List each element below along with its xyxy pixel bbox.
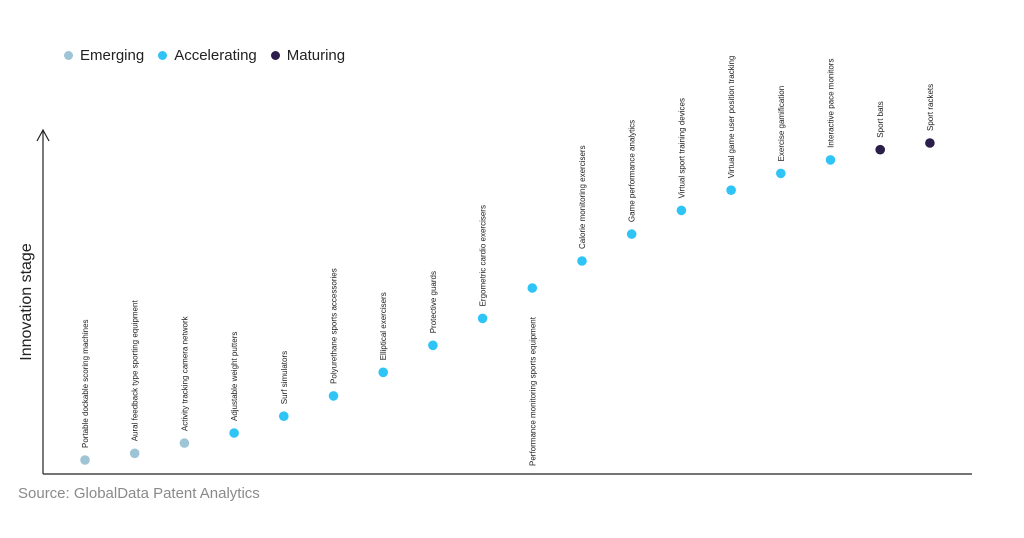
data-point-label-7: Elliptical exercisers [379, 292, 388, 360]
data-point-6 [328, 391, 339, 401]
data-point-9 [477, 313, 488, 324]
legend-item-maturing: Maturing [270, 47, 346, 64]
data-point-3 [179, 438, 190, 448]
data-point-label-16: Interactive pace monitors [827, 59, 836, 148]
data-point-11 [577, 256, 587, 266]
data-point-label-5: Surf simulators [280, 351, 289, 404]
data-point-label-15: Exercise gamification [777, 86, 786, 162]
data-point-label-2: Aural feedback type sporting equipment [131, 300, 140, 442]
data-point-label-9: Ergometric cardio exercisers [479, 205, 488, 306]
data-point-label-11: Calorie monitoring exercisers [578, 145, 587, 249]
data-point-label-12: Game performance analytics [628, 120, 637, 222]
data-point-16 [825, 155, 836, 165]
data-point-1 [80, 455, 90, 465]
data-point-label-17: Sport bats [876, 101, 885, 137]
y-axis-label: Innovation stage [18, 243, 35, 361]
legend-label-maturing: Maturing [286, 47, 346, 64]
legend-dot-emerging [64, 51, 73, 60]
chart-marks: Portable dockable scoring machines Aural … [80, 56, 935, 466]
legend-label-accelerating: Accelerating [174, 47, 257, 64]
data-point-8 [428, 340, 438, 351]
source-note: Source: GlobalData Patent Analytics [18, 485, 260, 502]
data-point-15 [776, 168, 786, 179]
data-point-label-18: Sport rackets [926, 84, 935, 131]
legend-dot-accelerating [158, 51, 168, 60]
data-point-label-13: Virtual sport training devices [677, 98, 686, 198]
data-point-10 [527, 283, 538, 293]
legend-dot-maturing [270, 51, 280, 60]
data-point-12 [626, 229, 637, 239]
legend-item-accelerating: Accelerating [158, 47, 257, 64]
data-point-label-6: Polyurethane sports accessories [330, 268, 339, 384]
legend-item-emerging: Emerging [64, 47, 144, 64]
data-point-label-10: Performance monitoring sports equipment [528, 316, 537, 466]
data-point-13 [676, 205, 687, 216]
data-point-label-8: Protective guards [429, 271, 438, 333]
data-point-17 [875, 144, 885, 155]
data-point-14 [726, 185, 736, 195]
legend-label-emerging: Emerging [80, 47, 145, 64]
data-point-18 [925, 138, 935, 148]
data-point-5 [279, 411, 289, 422]
data-point-label-1: Portable dockable scoring machines [81, 319, 90, 448]
data-point-label-4: Adjustable weight putters [230, 332, 239, 421]
data-point-2 [129, 448, 140, 459]
data-point-7 [378, 367, 389, 378]
y-axis-arrowhead [36, 128, 50, 142]
chart-legend: Emerging Accelerating Maturing [64, 47, 345, 64]
data-point-label-3: Activity tracking camera network [180, 315, 189, 431]
data-point-4 [229, 428, 239, 438]
data-point-label-14: Virtual game user position tracking [727, 56, 736, 179]
